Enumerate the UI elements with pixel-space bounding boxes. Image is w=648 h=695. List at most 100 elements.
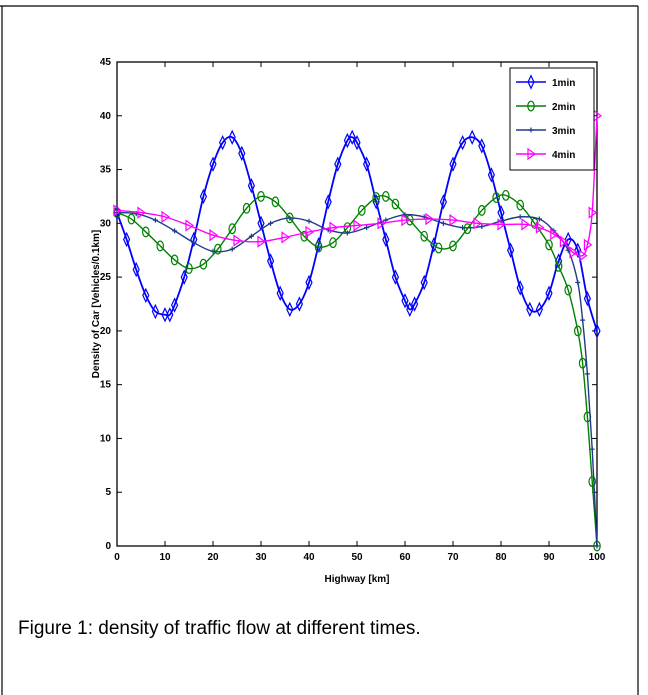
data-point-3min bbox=[229, 246, 235, 252]
data-point-1min bbox=[218, 134, 227, 151]
figure-caption: Figure 1: density of traffic flow at dif… bbox=[18, 618, 421, 639]
data-point-2min bbox=[228, 223, 237, 235]
data-point-4min bbox=[583, 238, 593, 252]
series-line-2min bbox=[116, 194, 598, 547]
legend-marker-3min bbox=[528, 127, 534, 133]
data-point-2min bbox=[578, 357, 587, 369]
data-point-4min bbox=[473, 217, 483, 230]
data-point-1min bbox=[238, 145, 246, 162]
data-point-1min bbox=[372, 194, 380, 210]
data-point-1min bbox=[439, 194, 448, 210]
data-point-1min bbox=[247, 177, 256, 194]
data-point-4min bbox=[233, 234, 243, 247]
x-tick-label: 40 bbox=[303, 552, 315, 563]
data-point-2min bbox=[381, 191, 390, 202]
data-point-1min bbox=[305, 274, 313, 291]
data-point-4min bbox=[588, 206, 598, 219]
series-4min bbox=[113, 109, 603, 262]
data-point-1min bbox=[132, 261, 140, 278]
data-point-4min bbox=[113, 204, 123, 217]
data-point-4min bbox=[449, 213, 459, 227]
data-point-1min bbox=[420, 274, 428, 291]
data-point-3min bbox=[575, 279, 581, 285]
data-point-4min bbox=[353, 219, 363, 232]
data-point-2min bbox=[449, 240, 457, 252]
data-point-1min bbox=[266, 253, 275, 269]
data-point-1min bbox=[348, 129, 356, 146]
data-point-1min bbox=[122, 231, 131, 248]
data-point-3min bbox=[517, 214, 523, 220]
data-point-3min bbox=[152, 217, 158, 223]
data-point-4min bbox=[281, 231, 291, 244]
data-point-2min bbox=[492, 192, 501, 203]
data-point-2min bbox=[372, 192, 381, 203]
y-tick-label: 0 bbox=[105, 541, 111, 552]
data-point-1min bbox=[228, 129, 236, 146]
data-point-4min bbox=[161, 210, 171, 224]
data-point-4min bbox=[578, 249, 588, 262]
data-point-1min bbox=[535, 301, 544, 318]
legend-marker-2min bbox=[527, 100, 535, 112]
data-point-2min bbox=[271, 196, 280, 208]
x-tick-label: 30 bbox=[255, 552, 267, 563]
data-point-1min bbox=[151, 303, 160, 320]
data-point-3min bbox=[172, 228, 178, 234]
data-point-1min bbox=[391, 269, 400, 285]
data-point-1min bbox=[142, 287, 150, 304]
x-tick-label: 100 bbox=[589, 552, 606, 563]
data-point-4min bbox=[305, 225, 315, 239]
data-point-3min bbox=[364, 225, 370, 231]
data-point-2min bbox=[156, 240, 165, 252]
legend-marker-4min bbox=[527, 147, 537, 161]
data-point-3min bbox=[248, 233, 254, 239]
data-point-1min bbox=[564, 231, 572, 248]
x-tick-label: 0 bbox=[114, 552, 120, 563]
data-point-1min bbox=[324, 194, 332, 210]
data-point-3min bbox=[210, 248, 216, 254]
data-point-2min bbox=[170, 254, 179, 266]
data-point-2min bbox=[391, 198, 400, 210]
data-point-4min bbox=[377, 217, 387, 230]
data-point-4min bbox=[497, 218, 507, 231]
data-point-4min bbox=[550, 227, 559, 241]
y-tick-label: 25 bbox=[100, 272, 112, 283]
data-point-2min bbox=[257, 191, 265, 202]
data-point-1min bbox=[574, 242, 582, 258]
data-point-1min bbox=[526, 301, 534, 318]
x-axis-label: Highway [km] bbox=[324, 574, 389, 585]
data-point-3min bbox=[536, 216, 542, 222]
y-tick-label: 40 bbox=[100, 111, 112, 122]
data-point-2min bbox=[314, 241, 323, 253]
legend-box bbox=[509, 67, 595, 171]
data-point-2min bbox=[142, 226, 150, 238]
y-tick-label: 5 bbox=[105, 487, 111, 498]
data-point-1min bbox=[190, 231, 198, 248]
data-point-1min bbox=[170, 297, 179, 313]
data-point-3min bbox=[383, 217, 389, 223]
data-point-1min bbox=[506, 242, 515, 258]
data-point-1min bbox=[410, 296, 419, 312]
data-point-4min bbox=[329, 221, 339, 234]
data-point-1min bbox=[362, 156, 371, 172]
legend-label-2min: 2min bbox=[552, 102, 575, 113]
y-tick-label: 20 bbox=[100, 326, 112, 337]
data-point-4min bbox=[535, 221, 545, 234]
data-point-4min bbox=[185, 219, 195, 232]
x-tick-label: 90 bbox=[543, 552, 555, 563]
x-tick-label: 70 bbox=[447, 552, 459, 563]
data-point-1min bbox=[353, 134, 361, 151]
data-point-1min bbox=[545, 285, 553, 301]
data-point-1min bbox=[180, 269, 188, 285]
y-tick-label: 15 bbox=[100, 380, 112, 391]
data-point-3min bbox=[594, 543, 600, 549]
data-point-1min bbox=[161, 307, 169, 323]
data-point-1min bbox=[583, 290, 592, 307]
data-point-4min bbox=[209, 228, 219, 242]
data-point-4min bbox=[257, 235, 267, 248]
x-tick-label: 60 bbox=[399, 552, 411, 563]
data-point-2min bbox=[554, 260, 563, 272]
data-point-3min bbox=[402, 212, 408, 218]
data-point-2min bbox=[420, 230, 429, 242]
data-point-3min bbox=[580, 317, 586, 323]
frame-lower bbox=[1, 600, 639, 695]
